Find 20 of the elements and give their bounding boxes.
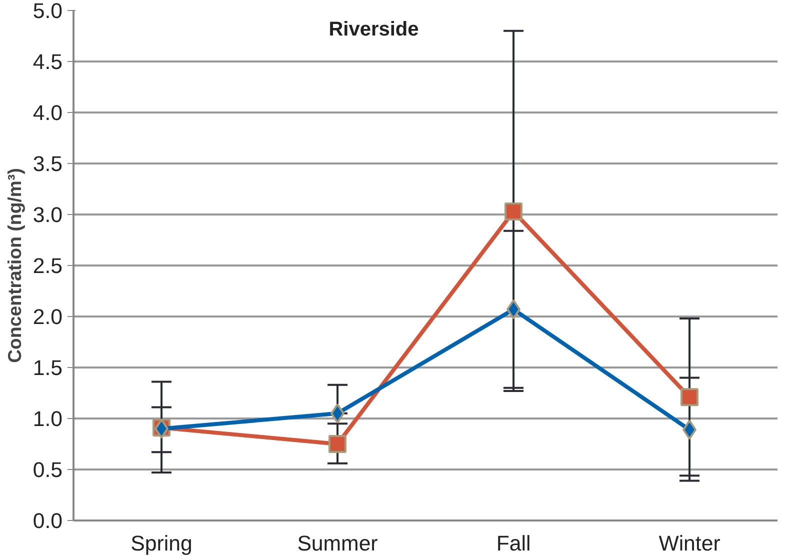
y-tick-label: 3.5 xyxy=(32,152,63,176)
y-tick-label: 1.0 xyxy=(32,407,63,431)
y-tick-label: 4.5 xyxy=(32,50,63,74)
y-tick-label: 3.0 xyxy=(32,203,63,227)
y-tick-label: 5.0 xyxy=(32,0,63,23)
y-tick-label: 1.5 xyxy=(32,356,63,380)
y-tick-label: 4.0 xyxy=(32,101,63,125)
y-tick-label: 0.5 xyxy=(32,458,63,482)
y-axis-title: Concentration (ng/m³) xyxy=(4,168,25,363)
x-tick-label: Summer xyxy=(297,532,378,556)
x-tick-label: Fall xyxy=(496,532,531,556)
y-tick-label: 2.5 xyxy=(32,254,63,278)
x-tick-label: Winter xyxy=(658,532,720,556)
point xyxy=(680,388,698,406)
point xyxy=(504,202,522,220)
point xyxy=(328,435,346,453)
x-tick-label: Spring xyxy=(130,532,192,556)
y-tick-label: 2.0 xyxy=(32,305,63,329)
y-tick-label: 0.0 xyxy=(32,509,63,533)
chart-title: Riverside xyxy=(328,18,419,40)
